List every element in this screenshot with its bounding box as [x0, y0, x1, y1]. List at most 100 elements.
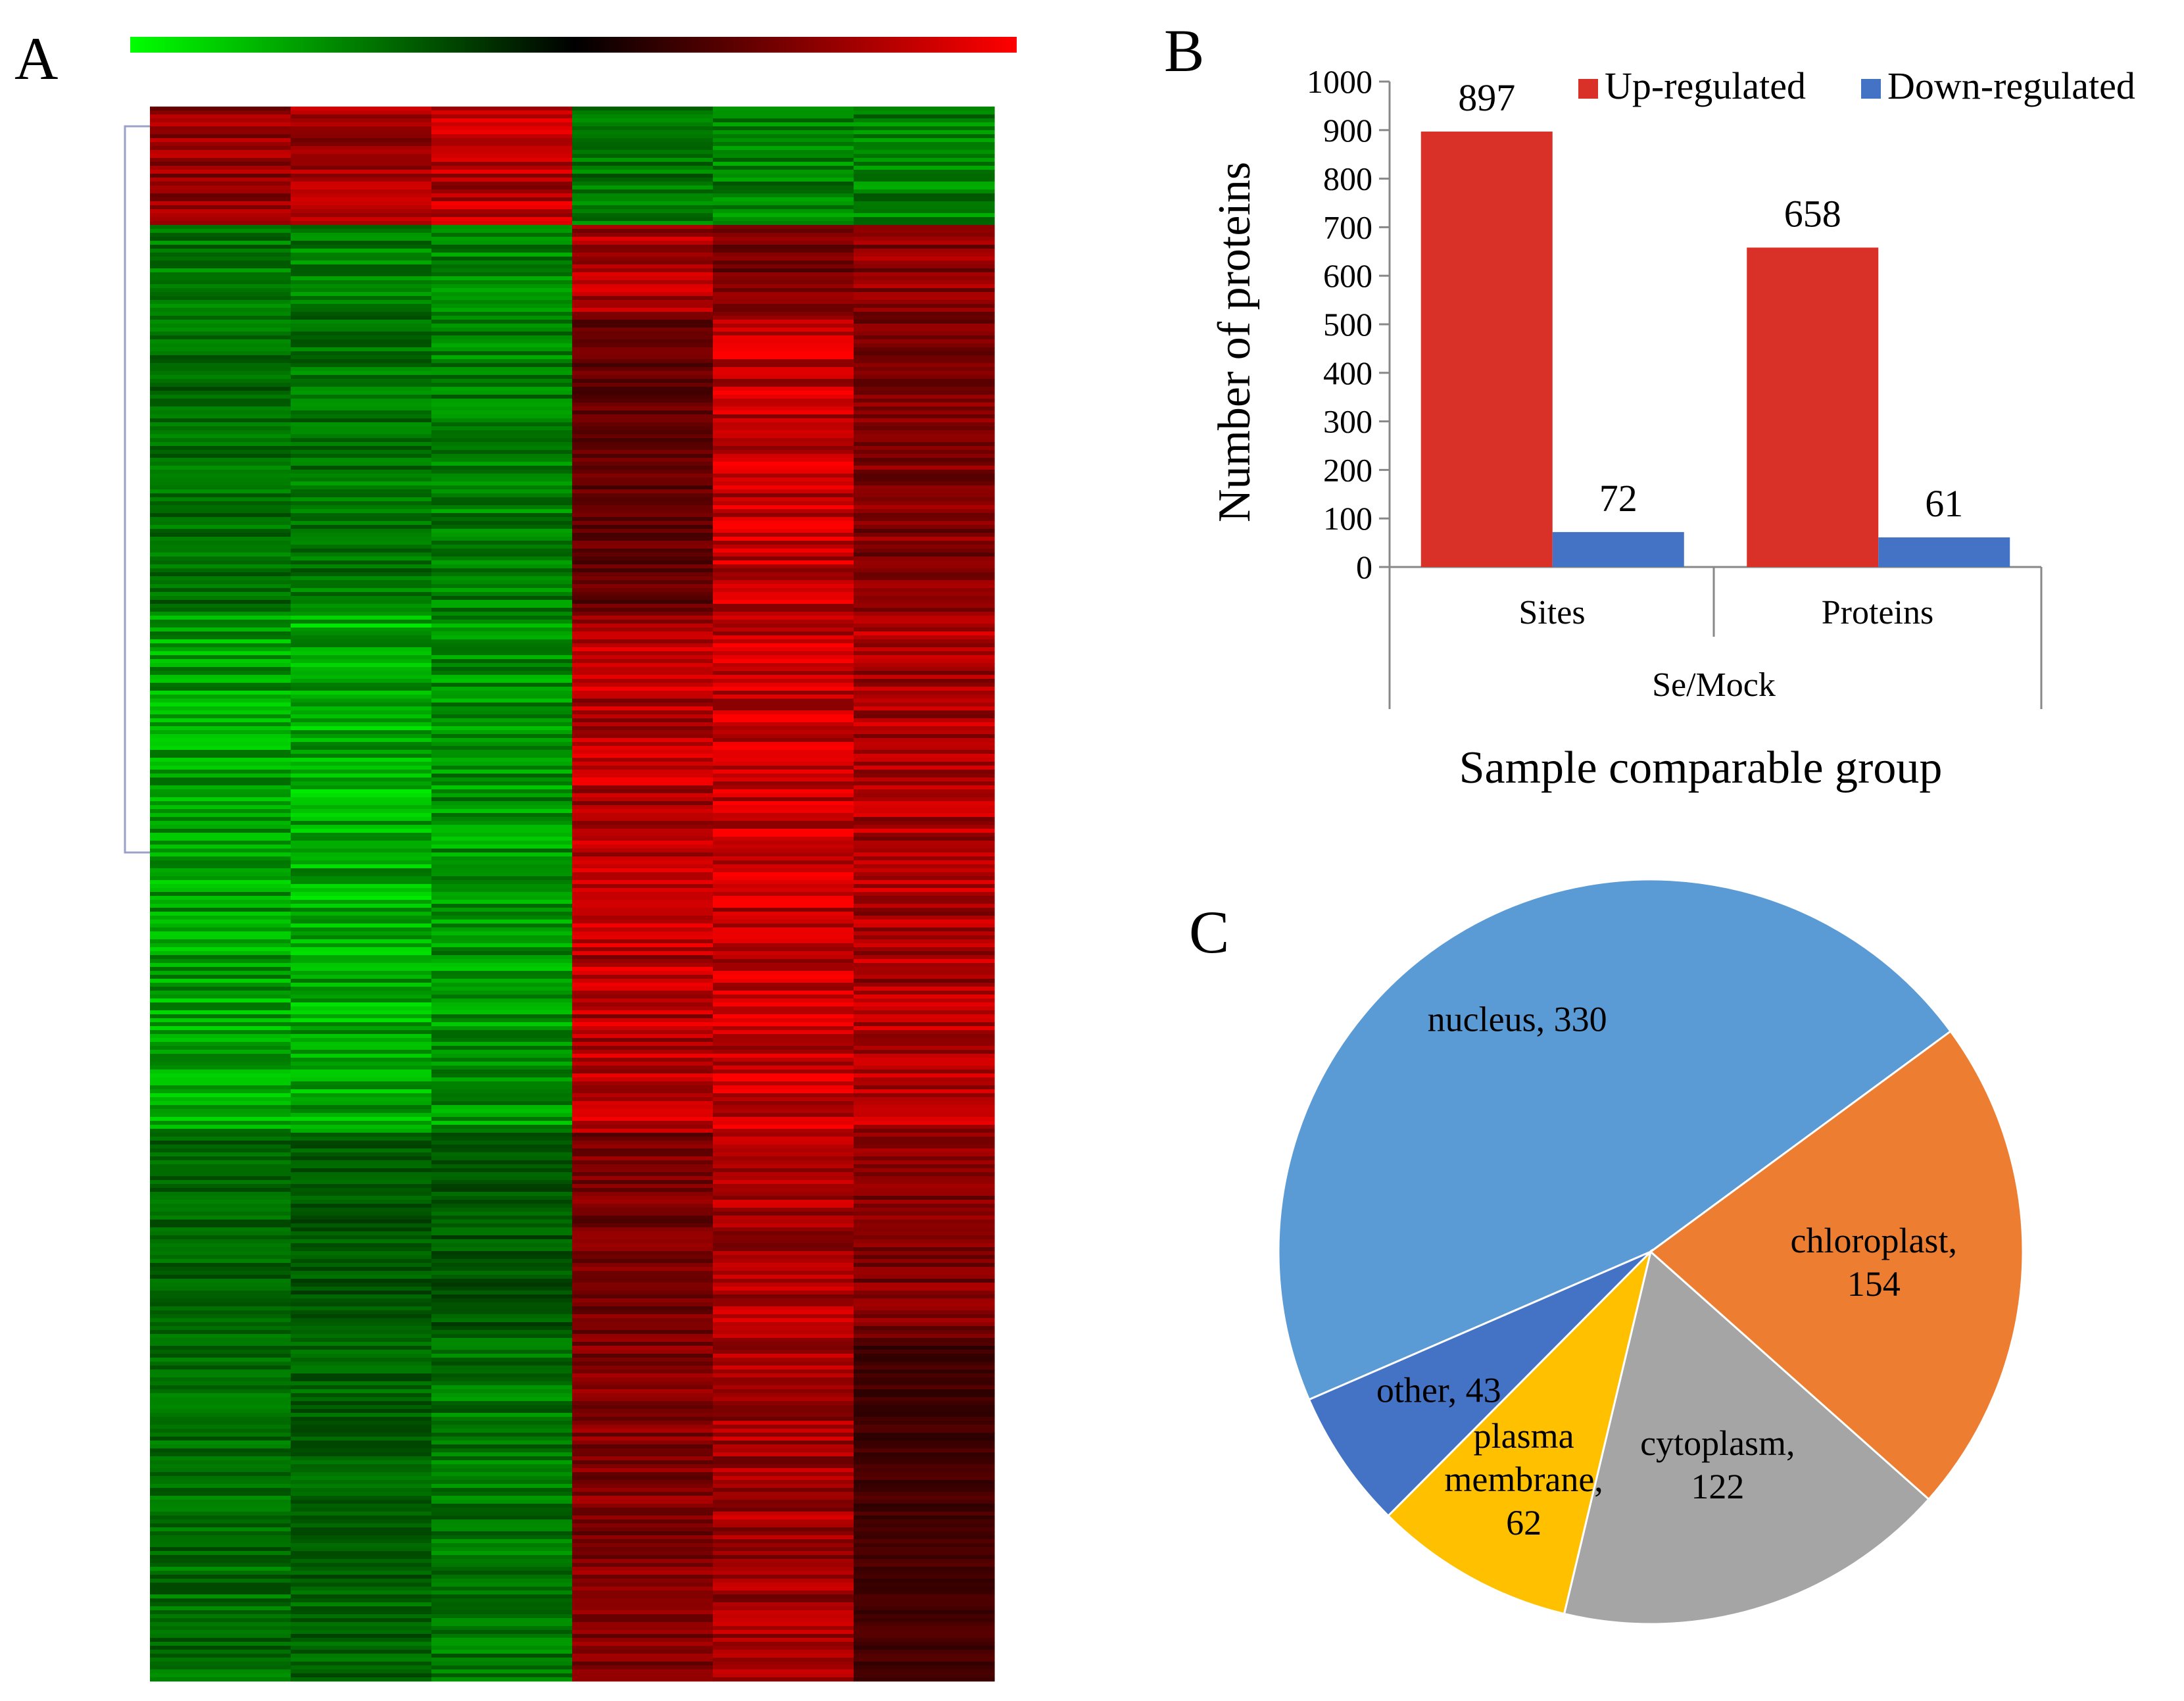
heatmap-cell	[713, 485, 854, 490]
heatmap-cell	[572, 1081, 714, 1086]
heatmap-cell	[291, 1077, 432, 1082]
heatmap-cell	[291, 1413, 432, 1418]
y-tick-label: 400	[1323, 355, 1372, 391]
heatmap-cell	[854, 403, 995, 407]
heatmap-cell	[854, 1046, 995, 1050]
heatmap-cell	[291, 1602, 432, 1607]
heatmap-cell	[291, 1622, 432, 1627]
heatmap-cell	[854, 193, 995, 198]
heatmap-cell	[150, 217, 291, 222]
heatmap-cell	[713, 1141, 854, 1145]
heatmap-cell	[291, 1113, 432, 1118]
heatmap-cell	[150, 742, 291, 747]
heatmap-cell	[572, 1563, 714, 1567]
heatmap-cell	[291, 264, 432, 269]
heatmap-cell	[854, 580, 995, 585]
heatmap-cell	[431, 880, 573, 885]
heatmap-cell	[431, 142, 573, 147]
heatmap-cell	[854, 1042, 995, 1047]
heatmap-cell	[291, 781, 432, 786]
heatmap-cell	[572, 1429, 714, 1433]
heatmap-cell	[854, 896, 995, 900]
heatmap-cell	[431, 1484, 573, 1489]
heatmap-cell	[572, 991, 714, 995]
heatmap-cell	[854, 1575, 995, 1579]
heatmap-cell	[150, 189, 291, 194]
heatmap-cell	[854, 868, 995, 873]
heatmap-cell	[713, 1665, 854, 1670]
heatmap-cell	[854, 154, 995, 159]
heatmap-cell	[150, 695, 291, 699]
heatmap-cell	[713, 1381, 854, 1386]
heatmap-cell	[854, 1145, 995, 1149]
heatmap-cell	[431, 1342, 573, 1346]
heatmap-cell	[431, 1551, 573, 1556]
heatmap-cell	[854, 1531, 995, 1536]
heatmap-cell	[291, 1354, 432, 1358]
heatmap-cell	[854, 1188, 995, 1193]
heatmap-cell	[291, 1658, 432, 1662]
heatmap-cell	[713, 434, 854, 439]
heatmap-cell	[150, 852, 291, 857]
heatmap-cell	[150, 1026, 291, 1031]
heatmap-cell	[713, 1650, 854, 1654]
heatmap-cell	[572, 884, 714, 889]
heatmap-cell	[291, 1669, 432, 1674]
heatmap-cell	[572, 162, 714, 166]
heatmap-cell	[713, 182, 854, 186]
heatmap-cell	[854, 963, 995, 968]
heatmap-cell	[572, 407, 714, 411]
heatmap-cell	[854, 328, 995, 332]
heatmap-cell	[854, 1452, 995, 1457]
heatmap-cell	[150, 801, 291, 806]
y-tick-label: 700	[1323, 209, 1372, 245]
heatmap-cell	[572, 868, 714, 873]
heatmap-cell	[431, 513, 573, 518]
heatmap-cell	[291, 111, 432, 115]
heatmap-cell	[431, 130, 573, 135]
heatmap-cell	[572, 505, 714, 510]
heatmap-cell	[291, 860, 432, 865]
heatmap-cell	[291, 1393, 432, 1398]
heatmap-cell	[291, 1322, 432, 1327]
heatmap-cell	[854, 1543, 995, 1548]
heatmap-cell	[150, 659, 291, 664]
heatmap-cell	[431, 829, 573, 833]
heatmap-cell	[291, 576, 432, 581]
heatmap-cell	[854, 1235, 995, 1240]
heatmap-cell	[854, 774, 995, 778]
heatmap-cell	[572, 1208, 714, 1212]
heatmap-cell	[150, 987, 291, 991]
heatmap-cell	[713, 1393, 854, 1398]
heatmap-cell	[431, 703, 573, 707]
heatmap-cell	[572, 1366, 714, 1370]
heatmap-cell	[713, 328, 854, 332]
heatmap-cell	[572, 1441, 714, 1445]
heatmap-cell	[291, 1279, 432, 1283]
heatmap-cell	[713, 1235, 854, 1240]
heatmap-cell	[854, 706, 995, 711]
heatmap-cell	[713, 643, 854, 648]
heatmap-cell	[854, 292, 995, 297]
heatmap-cell	[713, 675, 854, 679]
heatmap-cell	[854, 931, 995, 936]
heatmap-cell	[150, 1184, 291, 1189]
heatmap-cell	[854, 998, 995, 1003]
heatmap-cell	[150, 608, 291, 612]
heatmap-cell	[854, 714, 995, 719]
heatmap-cell	[150, 655, 291, 660]
heatmap-cell	[150, 916, 291, 920]
heatmap-cell	[713, 592, 854, 597]
heatmap-cell	[150, 912, 291, 916]
heatmap-cell	[150, 971, 291, 975]
heatmap-cell	[713, 466, 854, 470]
heatmap-cell	[854, 1484, 995, 1489]
heatmap-cell	[291, 545, 432, 549]
heatmap-cell	[854, 1006, 995, 1011]
heatmap-cell	[291, 1002, 432, 1007]
heatmap-cell	[291, 316, 432, 320]
heatmap-cell	[572, 856, 714, 861]
heatmap-cell	[854, 253, 995, 257]
heatmap-cell	[291, 407, 432, 411]
